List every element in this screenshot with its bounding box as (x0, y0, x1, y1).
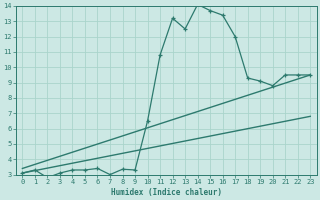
X-axis label: Humidex (Indice chaleur): Humidex (Indice chaleur) (111, 188, 222, 197)
